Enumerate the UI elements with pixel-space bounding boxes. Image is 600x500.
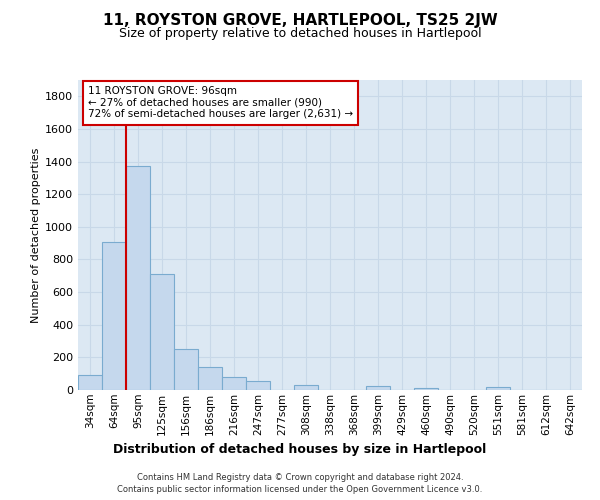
Bar [78,376,102,390]
Bar [102,242,126,390]
Text: 11 ROYSTON GROVE: 96sqm
← 27% of detached houses are smaller (990)
72% of semi-d: 11 ROYSTON GROVE: 96sqm ← 27% of detache… [88,86,353,120]
Text: Contains HM Land Registry data © Crown copyright and database right 2024.: Contains HM Land Registry data © Crown c… [137,472,463,482]
Bar [174,349,198,390]
Bar [126,166,150,390]
Bar [486,386,510,390]
Text: 11, ROYSTON GROVE, HARTLEPOOL, TS25 2JW: 11, ROYSTON GROVE, HARTLEPOOL, TS25 2JW [103,12,497,28]
Bar [150,274,174,390]
Y-axis label: Number of detached properties: Number of detached properties [31,148,41,322]
Bar [414,388,438,390]
Bar [222,377,246,390]
Bar [366,386,390,390]
Text: Contains public sector information licensed under the Open Government Licence v3: Contains public sector information licen… [118,485,482,494]
Bar [294,385,318,390]
Bar [246,381,270,390]
Text: Size of property relative to detached houses in Hartlepool: Size of property relative to detached ho… [119,28,481,40]
Text: Distribution of detached houses by size in Hartlepool: Distribution of detached houses by size … [113,442,487,456]
Bar [198,367,222,390]
